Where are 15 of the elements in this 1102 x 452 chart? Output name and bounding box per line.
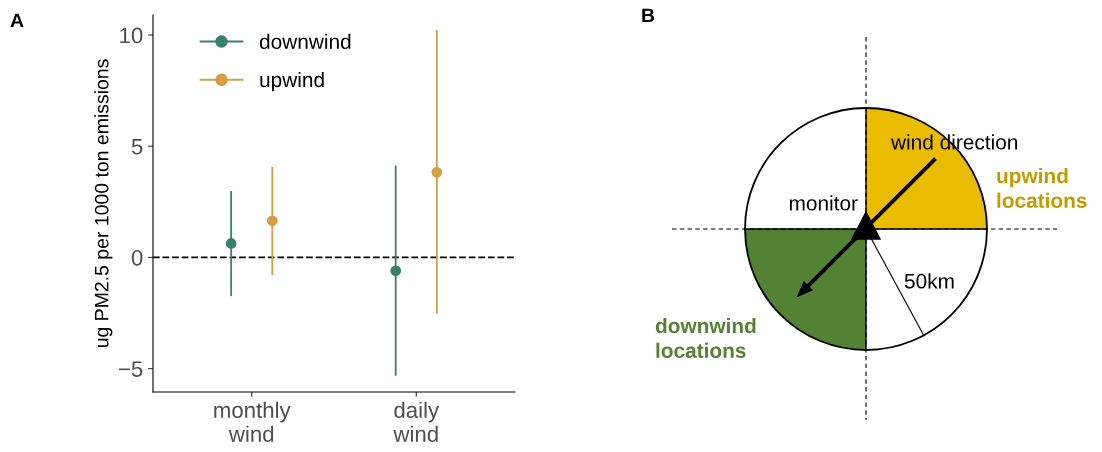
legend-label: downwind	[259, 33, 351, 50]
y-axis-title: ug PM2.5 per 1000 ton emissions	[94, 59, 113, 348]
chart-title: A	[10, 13, 24, 28]
x-tick-label: monthly wind	[214, 401, 291, 442]
y-tick-label: 10	[120, 27, 143, 44]
y-tick-label: 0	[131, 249, 143, 266]
text: downwind locations	[655, 317, 756, 358]
legend-label: upwind	[260, 71, 324, 92]
x-tick-label: daily wind	[393, 401, 440, 442]
y-tick-label: −5	[119, 361, 143, 377]
y-tick-label: 5	[131, 138, 143, 155]
text: 50km	[904, 273, 954, 289]
text: B	[642, 8, 655, 23]
text: upwind locations	[997, 167, 1087, 208]
text: monitor	[789, 195, 858, 211]
